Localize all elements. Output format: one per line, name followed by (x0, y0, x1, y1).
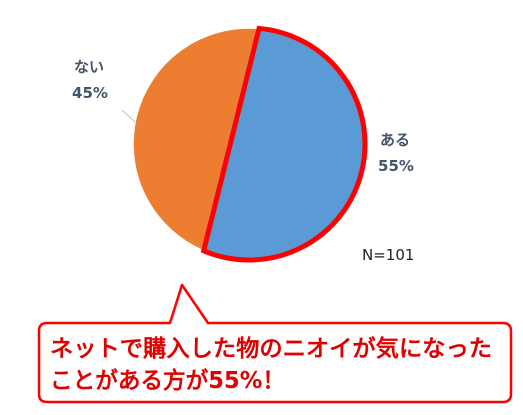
highlight-layer (200, 25, 368, 263)
sample-size-label: N=101 (362, 246, 414, 264)
pie-slice-nai (132, 27, 261, 252)
callout-text-line-1: ネットで購入した物のニオイが気になった (50, 335, 492, 362)
slice-label-nai-name: ない (74, 58, 104, 76)
slice-label-aru-value: 55% (378, 157, 414, 175)
slice-label-nai-value: 45% (72, 84, 108, 102)
label-leader-line (121, 109, 136, 123)
callout-box (37, 283, 513, 404)
slice-label-aru-name: ある (380, 131, 410, 149)
highlight-outline-aru (200, 25, 368, 263)
callout-text-line-2: ことがある方が55%！ (50, 367, 285, 394)
pie-slices (132, 27, 366, 261)
